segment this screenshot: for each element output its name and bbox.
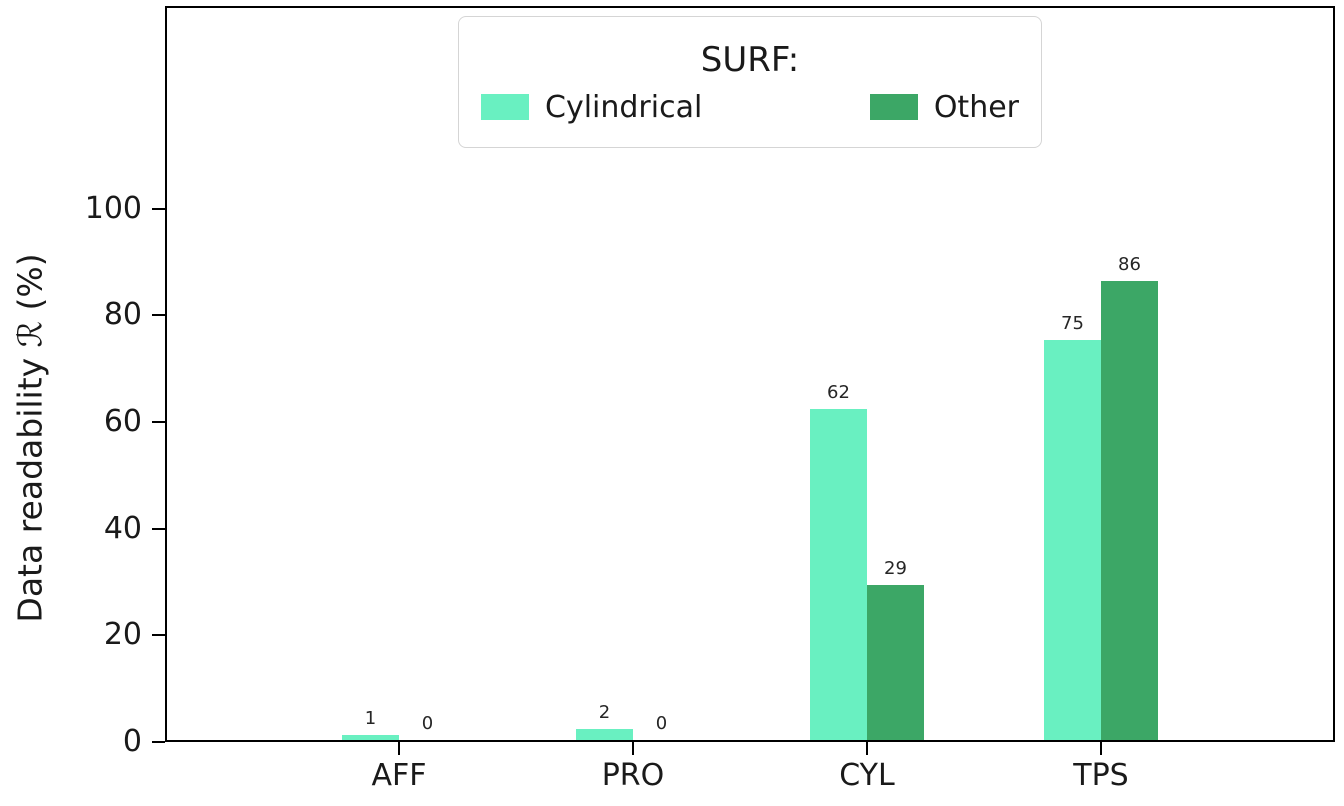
- x-tick-mark: [1100, 742, 1102, 755]
- legend-swatch-other: [869, 94, 918, 120]
- y-tick-mark: [152, 314, 165, 317]
- y-tick-mark: [152, 421, 165, 423]
- x-tick-label: TPS: [1073, 758, 1129, 793]
- x-tick-label: AFF: [371, 758, 427, 793]
- legend-row: Cylindrical Other: [459, 90, 1041, 125]
- bar-value-label: 62: [827, 382, 850, 404]
- x-tick-label: PRO: [601, 758, 665, 793]
- y-tick-mark: [152, 634, 165, 637]
- x-tick-mark: [866, 742, 868, 755]
- legend-label-other: Other: [933, 89, 1019, 125]
- y-tick-mark: [152, 207, 165, 210]
- bar-other-tps: [1101, 281, 1158, 740]
- bar-cylindrical-aff: [342, 734, 399, 740]
- bar-value-label: 0: [421, 713, 434, 734]
- y-tick-label: 0: [122, 724, 142, 759]
- y-tick-label: 40: [103, 510, 142, 546]
- legend-swatch-cylindrical: [481, 94, 529, 120]
- bar-other-cyl: [867, 585, 924, 740]
- bar-cylindrical-pro: [576, 729, 633, 740]
- x-tick-mark: [632, 742, 634, 755]
- y-tick-mark: [152, 527, 165, 530]
- y-tick-mark: [152, 741, 165, 743]
- legend-label-cylindrical: Cylindrical: [545, 89, 703, 125]
- y-tick-label: 60: [103, 404, 142, 439]
- bar-value-label: 86: [1118, 254, 1141, 276]
- x-tick-mark: [398, 742, 400, 755]
- bar-value-label: 0: [655, 713, 668, 734]
- y-tick-label: 100: [84, 190, 142, 226]
- y-axis-label: Data readability ℛ (%): [10, 253, 50, 623]
- bar-value-label: 75: [1061, 313, 1084, 334]
- bar-value-label: 2: [598, 702, 611, 724]
- legend-entry-cylindrical: Cylindrical: [481, 90, 702, 125]
- bar-cylindrical-cyl: [810, 409, 867, 740]
- x-tick-label: CYL: [839, 758, 895, 793]
- legend-entry-other: Other: [869, 89, 1019, 125]
- bar-value-label: 1: [364, 707, 377, 729]
- y-tick-label: 80: [103, 297, 142, 333]
- bar-cylindrical-tps: [1044, 340, 1101, 740]
- y-tick-label: 20: [103, 617, 142, 653]
- legend-title: SURF:: [700, 39, 800, 80]
- bar-value-label: 29: [884, 558, 907, 580]
- legend: SURF: Cylindrical Other: [458, 16, 1042, 148]
